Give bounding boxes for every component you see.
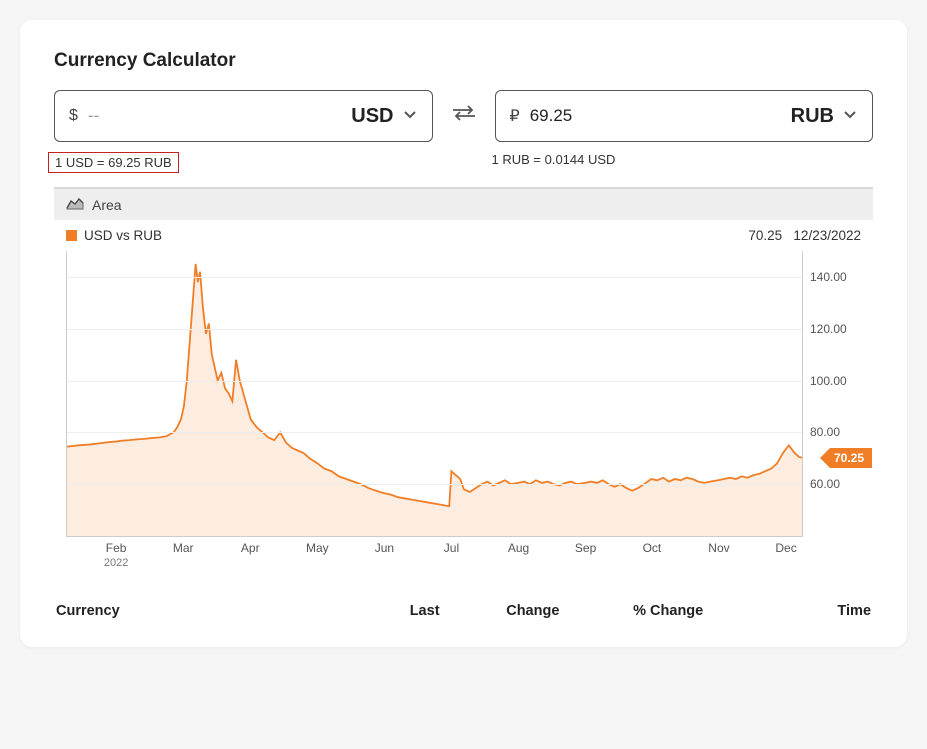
x-axis-tick: Sep	[575, 541, 596, 555]
rates-row: 1 USD = 69.25 RUB 1 RUB = 0.0144 USD	[54, 152, 873, 173]
currency-calculator-card: Currency Calculator $ USD ₽ RUB	[20, 20, 907, 647]
chart-body[interactable]: 60.0080.00100.00120.00140.0070.25 Feb202…	[54, 247, 873, 577]
legend-hover-date: 12/23/2022	[793, 228, 861, 243]
from-rate-container: 1 USD = 69.25 RUB	[54, 152, 436, 173]
table-header-last[interactable]: Last	[320, 603, 440, 619]
price-callout: 70.25	[820, 448, 872, 468]
x-axis-tick: Jun	[375, 541, 394, 555]
legend-row: USD vs RUB 70.25 12/23/2022	[54, 220, 873, 247]
to-currency-symbol: ₽	[510, 106, 520, 126]
table-header-time[interactable]: Time	[703, 603, 871, 619]
x-axis-tick: Mar	[173, 541, 194, 555]
to-currency-input-group[interactable]: ₽ RUB	[495, 90, 874, 142]
x-axis-tick: May	[306, 541, 329, 555]
legend-item: USD vs RUB	[66, 228, 162, 243]
y-axis-tick: 100.00	[810, 374, 860, 388]
y-axis-tick: 80.00	[810, 425, 860, 439]
legend-color-swatch	[66, 230, 77, 241]
y-axis-tick: 120.00	[810, 322, 860, 336]
chart-plot-area: 60.0080.00100.00120.00140.0070.25	[66, 251, 803, 537]
from-currency-code[interactable]: USD	[351, 105, 393, 128]
to-rate-container: 1 RUB = 0.0144 USD	[492, 152, 874, 173]
x-axis-ticks: Feb2022 Mar Apr May Jun Jul Aug Sep Oct Nov Dec	[66, 541, 803, 571]
area-chart-icon	[66, 196, 84, 213]
card-title: Currency Calculator	[54, 50, 873, 72]
from-currency-input-group[interactable]: $ USD	[54, 90, 433, 142]
x-axis-tick: Aug	[508, 541, 529, 555]
table-header-change[interactable]: Change	[440, 603, 560, 619]
to-currency-code[interactable]: RUB	[791, 105, 834, 128]
chart-type-label: Area	[92, 197, 122, 213]
legend-label: USD vs RUB	[84, 228, 162, 243]
to-amount-input[interactable]	[530, 106, 791, 126]
chevron-down-icon[interactable]	[842, 106, 858, 127]
x-axis-tick: Apr	[241, 541, 260, 555]
from-rate-text: 1 USD = 69.25 RUB	[48, 152, 179, 173]
chart-container: Area USD vs RUB 70.25 12/23/2022 60.0080…	[54, 187, 873, 577]
x-axis-tick: Nov	[708, 541, 729, 555]
chevron-down-icon[interactable]	[402, 106, 418, 127]
table-header-pchange[interactable]: % Change	[559, 603, 703, 619]
y-axis-tick: 140.00	[810, 270, 860, 284]
x-axis-tick: Dec	[775, 541, 796, 555]
from-currency-symbol: $	[69, 107, 78, 125]
inputs-row: $ USD ₽ RUB	[54, 90, 873, 142]
legend-hover-value: 70.25	[748, 228, 782, 243]
from-amount-input[interactable]	[88, 106, 351, 126]
swap-button[interactable]	[447, 104, 481, 128]
x-axis-tick: Feb2022	[104, 541, 128, 571]
y-axis-tick: 60.00	[810, 477, 860, 491]
chart-toolbar[interactable]: Area	[54, 189, 873, 220]
legend-hover-info: 70.25 12/23/2022	[748, 228, 861, 243]
table-header-currency[interactable]: Currency	[56, 603, 320, 619]
to-rate-text: 1 RUB = 0.0144 USD	[492, 152, 616, 167]
x-axis-tick: Oct	[643, 541, 662, 555]
area-chart-svg	[67, 251, 802, 536]
x-axis-tick: Jul	[444, 541, 459, 555]
table-header-row: Currency Last Change % Change Time	[54, 603, 873, 627]
